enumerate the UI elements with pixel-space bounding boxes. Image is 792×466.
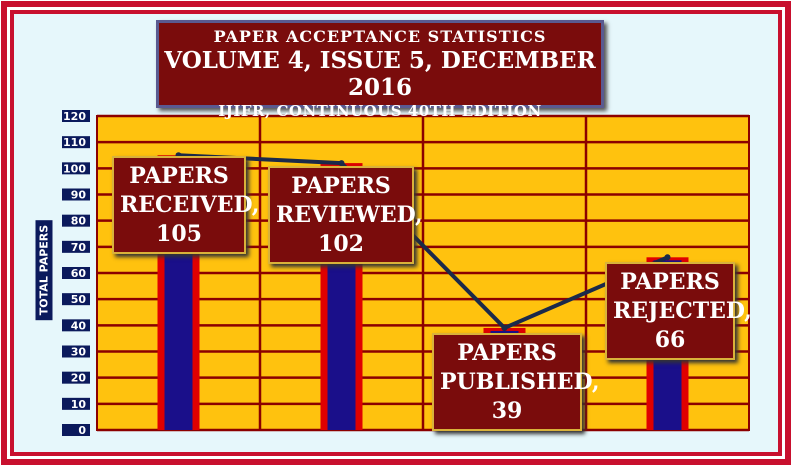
y-tick-label: 10	[71, 398, 87, 411]
y-tick-label: 0	[78, 424, 86, 437]
y-tick-label: 50	[71, 293, 87, 306]
y-tick-background	[62, 424, 90, 436]
y-tick-background	[62, 371, 90, 384]
trend-point	[664, 254, 671, 261]
chart-edition: IJIFR, CONTINUOUS 40TH EDITION	[218, 102, 542, 120]
trend-point	[501, 324, 508, 331]
y-tick-background	[62, 162, 90, 175]
trend-line	[178, 153, 669, 330]
y-tick-background	[62, 345, 90, 358]
data-label-line2: REJECTED,	[613, 298, 752, 324]
chart-title: PAPER ACCEPTANCE STATISTICS	[213, 27, 547, 46]
y-tick-label: 120	[63, 110, 86, 123]
y-tick-background	[62, 110, 90, 122]
y-tick-background	[62, 188, 90, 201]
data-label: PAPERS RECEIVED, 105	[112, 156, 260, 254]
y-tick-label: 100	[63, 162, 86, 175]
y-tick-background	[62, 240, 90, 253]
trend-point	[338, 160, 345, 167]
data-label-line3: 39	[491, 398, 523, 424]
data-label-line1: PAPERS	[457, 340, 557, 366]
y-tick-label: 60	[71, 267, 87, 280]
data-label-line3: 105	[156, 221, 202, 247]
y-tick-label: 20	[71, 372, 87, 385]
data-label-line1: PAPERS	[620, 269, 720, 295]
y-tick-background	[62, 397, 90, 410]
data-label: PAPERS REJECTED, 66	[605, 262, 752, 360]
data-label-line1: PAPERS	[291, 173, 391, 199]
data-label: PAPERS REVIEWED, 102	[268, 166, 423, 264]
data-label-line3: 102	[318, 231, 364, 257]
y-tick-background	[62, 136, 90, 149]
data-label-line2: REVIEWED,	[276, 202, 423, 228]
y-tick-background	[62, 293, 90, 306]
y-axis-label: TOTAL PAPERS	[35, 219, 53, 321]
y-tick-label: 110	[63, 136, 86, 149]
y-tick-label: 90	[71, 189, 87, 202]
y-tick-background	[62, 214, 90, 227]
data-label-line1: PAPERS	[129, 163, 229, 189]
data-label: PAPERS PUBLISHED, 39	[432, 333, 600, 431]
y-tick-label: 80	[71, 215, 87, 228]
y-tick-background	[62, 267, 90, 279]
chart-title-box: PAPER ACCEPTANCE STATISTICS VOLUME 4, IS…	[156, 20, 604, 120]
chart-subtitle: VOLUME 4, ISSUE 5, DECEMBER 2016	[164, 47, 596, 101]
data-label-line3: 66	[654, 327, 686, 353]
data-label-line2: PUBLISHED,	[440, 369, 600, 395]
data-label-line2: RECEIVED,	[120, 192, 260, 218]
y-tick-label: 70	[71, 241, 87, 254]
y-tick-background	[62, 319, 90, 332]
y-tick-label: 40	[71, 319, 87, 332]
y-tick-label: 30	[71, 346, 87, 359]
